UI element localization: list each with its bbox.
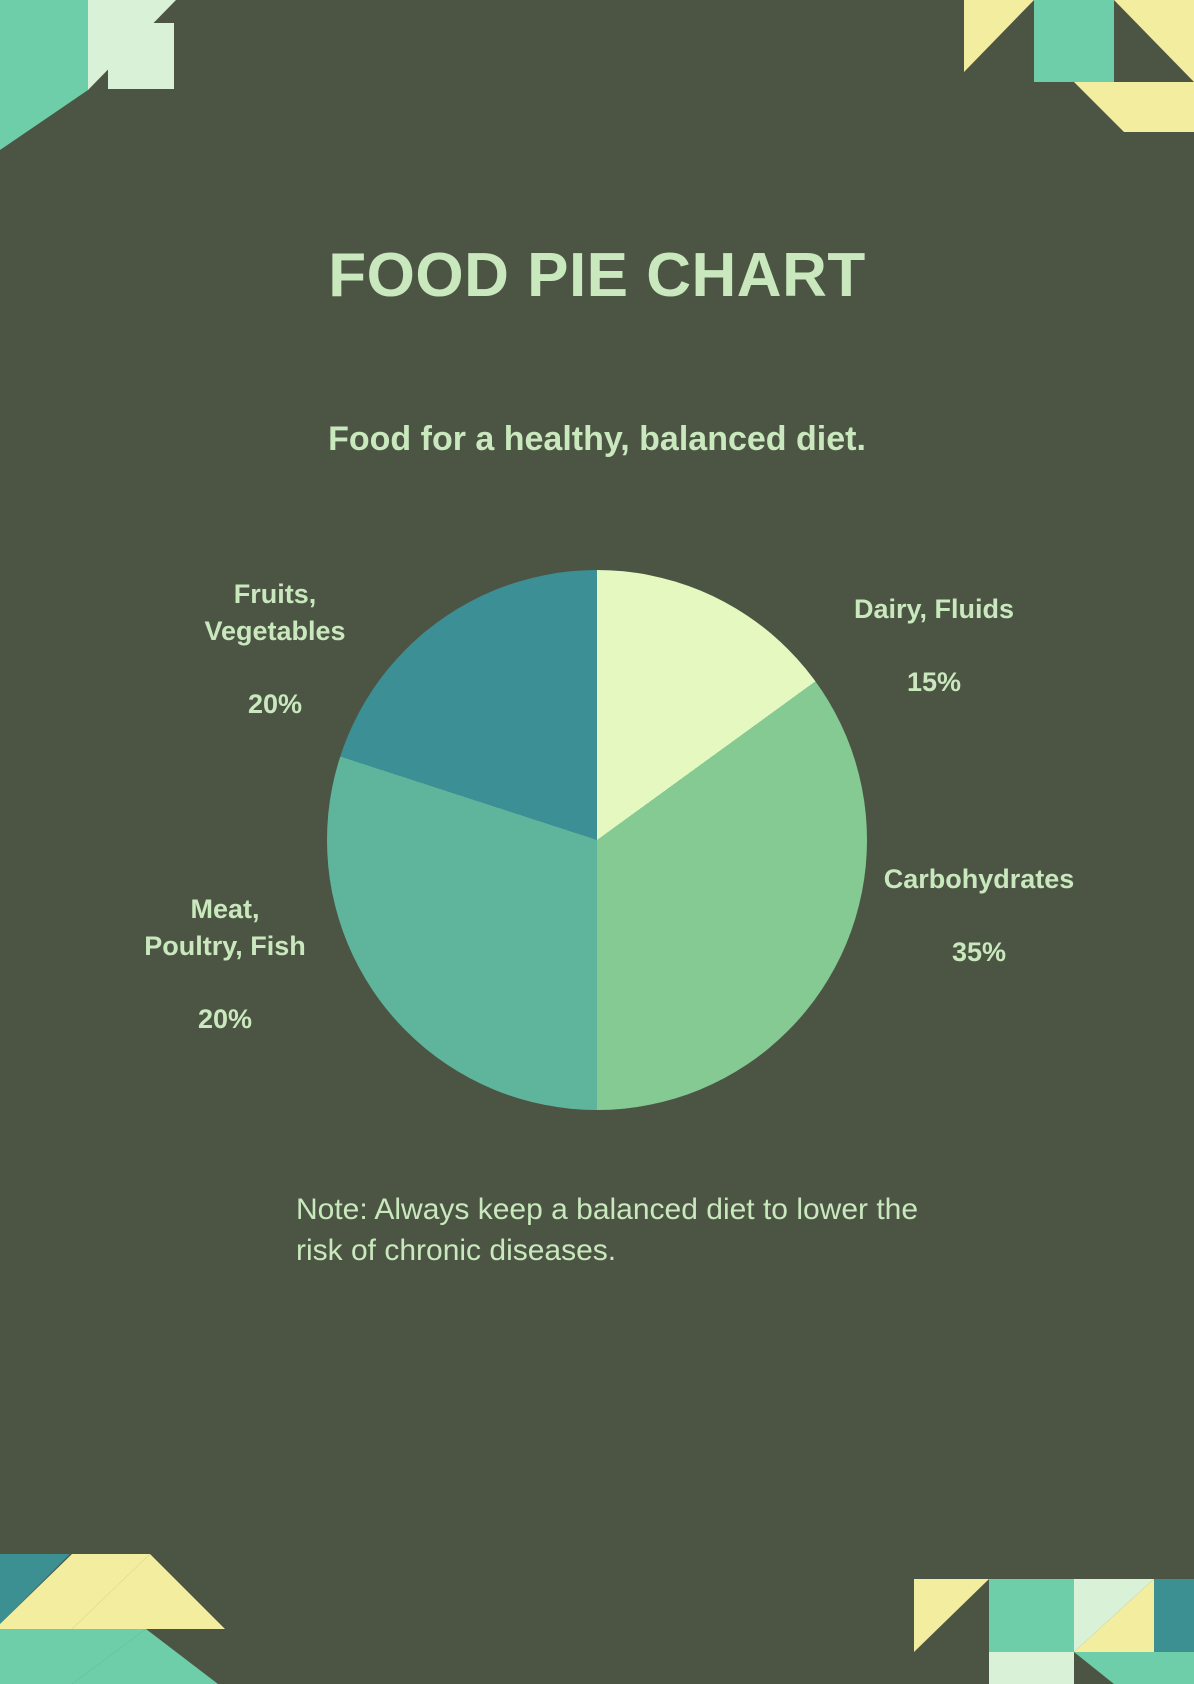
slice-name: Fruits, Vegetables [204,579,345,645]
page-title: FOOD PIE CHART [0,240,1194,311]
slice-label-carbs: Carbohydrates 35% [849,825,1109,971]
corner-decoration-bottom-right-icon [874,1534,1194,1684]
slice-percent: 15% [907,667,961,697]
corner-decoration-bottom-left-icon [0,1529,290,1684]
slice-name: Dairy, Fluids [854,594,1014,624]
slice-label-meat: Meat, Poultry, Fish 20% [105,855,345,1037]
page: FOOD PIE CHART Food for a healthy, balan… [0,0,1194,1684]
slice-percent: 35% [952,937,1006,967]
slice-label-dairy: Dairy, Fluids 15% [814,555,1054,701]
slice-name: Meat, Poultry, Fish [144,894,306,960]
footer-note: Note: Always keep a balanced diet to low… [296,1190,926,1271]
corner-decoration-top-right-icon [904,0,1194,135]
slice-label-fruits: Fruits, Vegetables 20% [160,540,390,722]
pie-chart-canvas [327,570,867,1110]
slice-percent: 20% [248,689,302,719]
slice-percent: 20% [198,1004,252,1034]
slice-name: Carbohydrates [884,864,1075,894]
page-subtitle: Food for a healthy, balanced diet. [0,420,1194,459]
pie-chart [327,570,867,1110]
corner-decoration-top-left-icon [0,0,270,150]
